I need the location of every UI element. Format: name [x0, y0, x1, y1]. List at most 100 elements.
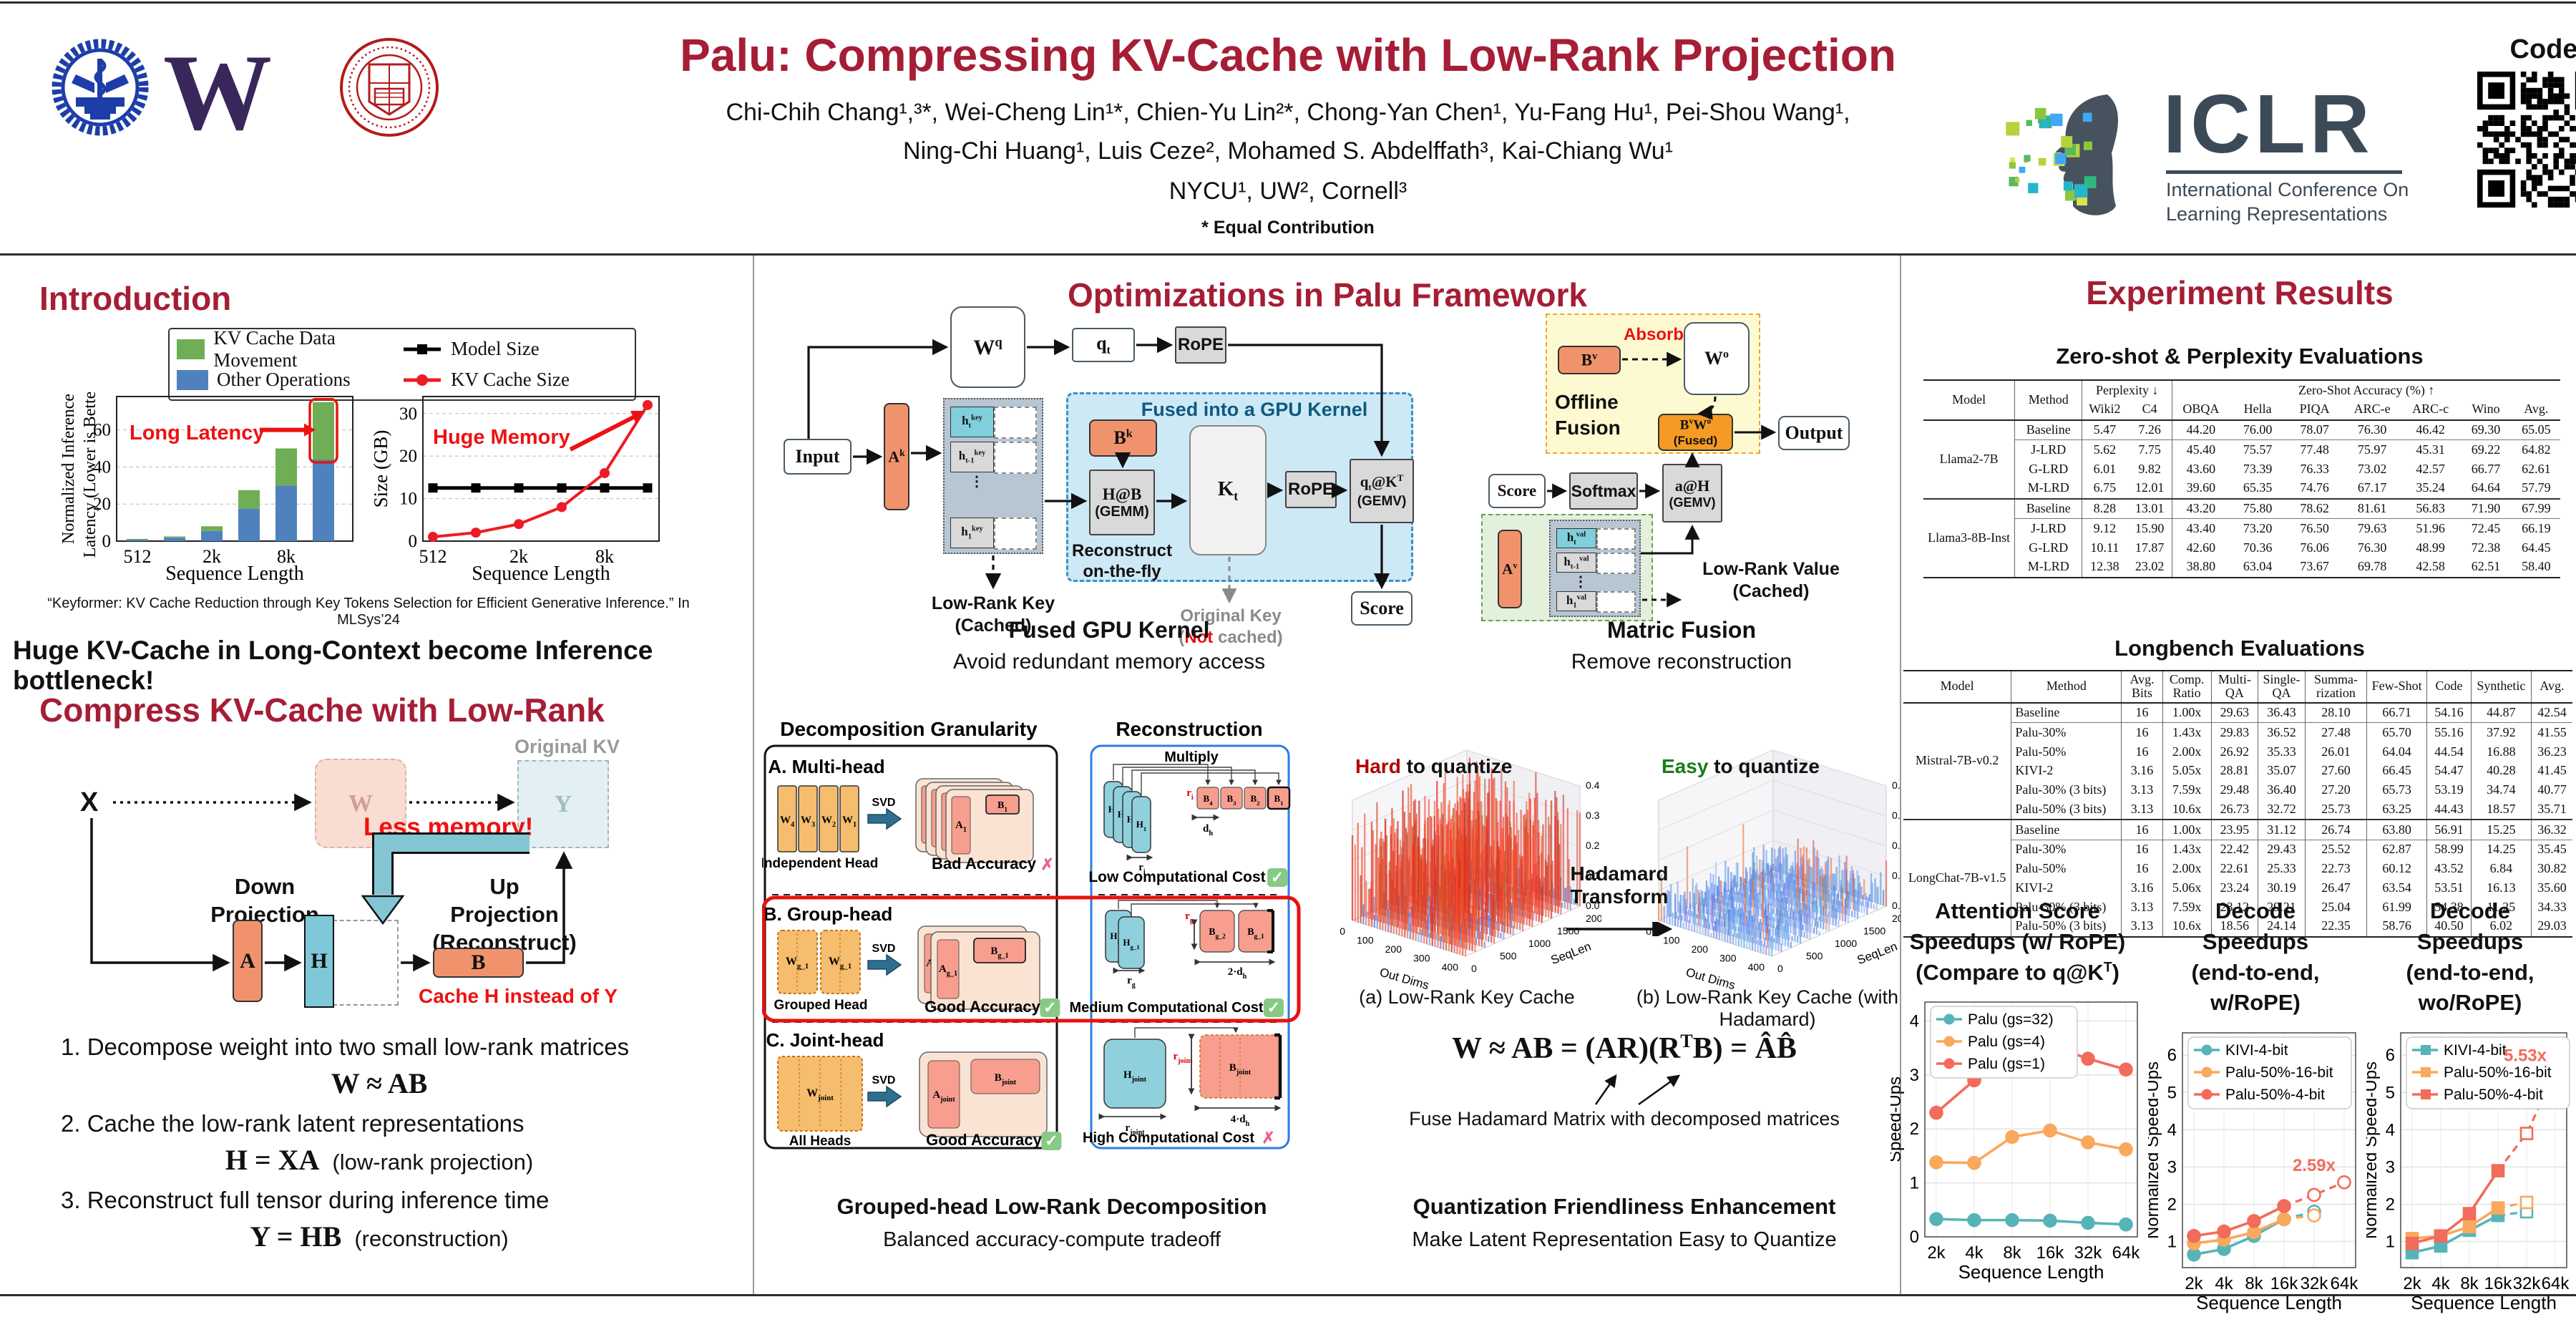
stack-slot: [1596, 591, 1636, 613]
value-cell: 54.47: [2426, 761, 2472, 781]
legend-label: Palu (gs=32): [1968, 1011, 2054, 1028]
bar-kv-movement: [313, 402, 334, 460]
value-cell: 58.40: [2522, 559, 2551, 574]
value-cell: 2.00x: [2162, 742, 2212, 762]
fusion-caption2: Remove reconstruction: [1571, 650, 1792, 674]
value-cell: 53.51: [2426, 878, 2472, 898]
reconstruct-note: Reconstruct on-the-fly: [1071, 541, 1173, 581]
table-header: C4: [2127, 399, 2173, 421]
bottom-border: [0, 1294, 2576, 1296]
chart-title-line: Speedups (w/ RoPE): [1909, 928, 2126, 954]
value-cell: 5.06x: [2162, 878, 2212, 898]
method-cell: M-LRD: [2014, 557, 2083, 578]
value-cell: 71.90: [2459, 497, 2512, 519]
svg-text:32k: 32k: [2513, 1274, 2542, 1293]
qkt-gemv-box: qt@KT (GEMV): [1350, 459, 1414, 523]
bar-other-ops: [127, 539, 148, 541]
value-cell: 42.54: [2537, 705, 2567, 720]
table-header: Wino: [2459, 399, 2512, 421]
svg-text:rjoint​: rjoint​: [1173, 1051, 1193, 1065]
svg-text:500: 500: [1806, 951, 1823, 962]
method-cell: J-LRD: [2014, 518, 2083, 538]
svg-text:C. Joint-head: C. Joint-head: [766, 1029, 884, 1051]
value-cell: 18.56: [2211, 916, 2259, 937]
value-cell: 12.01: [2127, 478, 2173, 499]
value-cell: 42.57: [2416, 461, 2445, 476]
column-divider-right: [1900, 256, 1901, 1294]
quant-caption1: Quantization Friendliness Enhancement: [1413, 1194, 1836, 1219]
svg-text:16k: 16k: [2036, 1243, 2065, 1263]
table-header: Multi- QA: [2211, 671, 2259, 704]
value-cell: 76.30: [2357, 422, 2387, 437]
value-cell: 26.74: [2305, 819, 2368, 840]
value-cell: 67.17: [2357, 480, 2387, 495]
svg-text:Hg_1​: Hg_1​: [1123, 937, 1139, 951]
value-cell: 3.16: [2121, 878, 2163, 898]
value-cell: 70.36: [2243, 540, 2273, 555]
svg-text:8k: 8k: [2003, 1243, 2021, 1263]
svg-text:200: 200: [1385, 943, 1402, 955]
bar-other-ops: [313, 460, 334, 541]
decomp-caption2: Balanced accuracy-compute tradeoff: [883, 1228, 1221, 1251]
table-row: M-LRD 12.38 23.02 38.80 63.04 73.67 69.78 42.58…: [1923, 557, 2560, 578]
table-header: Method: [2011, 671, 2122, 704]
value-cell: 25.73: [2305, 800, 2368, 820]
svg-text:4: 4: [2386, 1120, 2395, 1139]
svg-text:2: 2: [2386, 1195, 2395, 1215]
value-cell: 48.99: [2416, 540, 2445, 555]
svg-text:✓: ✓: [1045, 1132, 1058, 1150]
table-header: PIQA: [2285, 399, 2343, 421]
low-rank-key-caption: Low-Rank Key (Cached): [931, 593, 1055, 636]
svg-text:Ajoint​: Ajoint​: [932, 1089, 955, 1104]
svg-text:B1​: B1​: [1274, 793, 1283, 807]
value-cell: 45.31: [2401, 439, 2460, 460]
stack-item: h1val: [1556, 591, 1596, 611]
value-cell: 45.40: [2172, 439, 2230, 460]
table-header: Few-Shot: [2366, 671, 2428, 704]
svg-text:Normalized Speed-Ups: Normalized Speed-Ups: [2148, 1061, 2162, 1239]
svg-text:0: 0: [102, 532, 112, 551]
optimizations-heading: Optimizations in Palu Framework: [1068, 276, 1587, 314]
quant-caption2: Make Latent Representation Easy to Quant…: [1412, 1228, 1837, 1251]
svg-text:Normalized Inference: Normalized Inference: [59, 394, 78, 544]
rope2-box: RoPE: [1285, 471, 1337, 508]
svg-text:W1​: W1​: [842, 815, 857, 829]
svg-text:4: 4: [2167, 1120, 2177, 1139]
blue-swatch: [177, 369, 208, 390]
value-cell: 72.45: [2459, 518, 2512, 538]
stack-slot: [1596, 528, 1636, 550]
legend-label: Palu (gs=4): [1968, 1034, 2045, 1050]
b-reconstruct-box: B: [433, 948, 524, 978]
svg-text:✓: ✓: [1267, 998, 1280, 1016]
intro-legend: KV Cache Data Movement Model Size Other …: [168, 327, 636, 401]
table-header: ARC-c: [2401, 399, 2460, 421]
svg-text:32k: 32k: [2301, 1274, 2329, 1293]
value-cell: 1.43x: [2162, 722, 2212, 743]
svg-text:Good Accuracy: Good Accuracy: [926, 1131, 1043, 1149]
svg-text:200: 200: [1692, 943, 1709, 955]
svg-text:64k: 64k: [2331, 1274, 2359, 1293]
svg-text:✗: ✗: [1040, 855, 1053, 873]
svg-text:Grouped Head: Grouped Head: [774, 998, 868, 1013]
method-cell: Palu-30%: [2011, 722, 2122, 743]
column-divider-left: [753, 256, 754, 1294]
svg-text:Sequence Length: Sequence Length: [1958, 1261, 2104, 1283]
value-cell: 35.07: [2258, 761, 2306, 781]
kt-box: Kt: [1189, 425, 1267, 555]
code-label: Code: [2509, 34, 2576, 64]
value-cell: 35.24: [2416, 480, 2445, 495]
svg-text:5: 5: [2167, 1083, 2177, 1102]
value-cell: 72.38: [2471, 540, 2501, 555]
value-cell: 60.12: [2366, 859, 2428, 879]
bvwo-fused-box: BvWo (Fused): [1658, 414, 1733, 451]
chart-title-line: Decode: [2215, 898, 2296, 923]
step-3-note: (reconstruction): [354, 1226, 509, 1251]
svg-text:400: 400: [1748, 961, 1765, 973]
svg-text:0: 0: [1910, 1228, 1919, 1247]
equal-contribution: * Equal Contribution: [1201, 218, 1375, 238]
bk-box: Bk: [1089, 419, 1157, 457]
value-cell: 25.04: [2305, 898, 2368, 917]
value-cell: 75.80: [2229, 497, 2286, 519]
value-cell: 56.91: [2426, 819, 2472, 840]
matrix-fusion-diagram: Bv Absorb Wo Offline Fusion BvWo (Fused) O…: [1478, 306, 1889, 628]
